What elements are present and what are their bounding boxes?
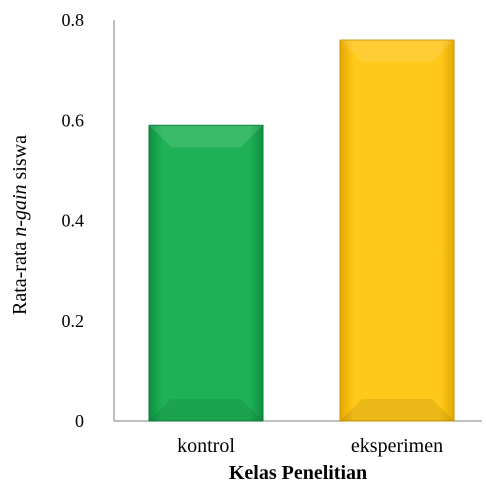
- y-tick-label: 0.8: [62, 10, 85, 30]
- y-axis-label: Rata-rata n-gain siswa: [9, 135, 31, 315]
- y-tick-labels: 0 0.2 0.4 0.6 0.8: [62, 10, 85, 431]
- y-tick-label: 0.4: [62, 211, 85, 231]
- y-tick-label: 0: [75, 411, 84, 431]
- y-axis-label-italic: n-gain: [9, 184, 31, 236]
- x-axis-label: Kelas Penelitian: [229, 462, 367, 484]
- bar-eksperimen: [339, 39, 455, 422]
- bar-kontrol: [148, 124, 264, 422]
- y-axis-label-prefix: Rata-rata: [9, 237, 31, 315]
- bars: [148, 39, 455, 422]
- y-tick-label: 0.6: [62, 110, 85, 130]
- category-labels: kontrol eksperimen: [177, 435, 443, 457]
- y-tick-label: 0.2: [62, 311, 85, 331]
- y-axis-label-suffix: siswa: [9, 135, 31, 185]
- category-label-kontrol: kontrol: [177, 435, 235, 457]
- category-label-eksperimen: eksperimen: [351, 435, 443, 457]
